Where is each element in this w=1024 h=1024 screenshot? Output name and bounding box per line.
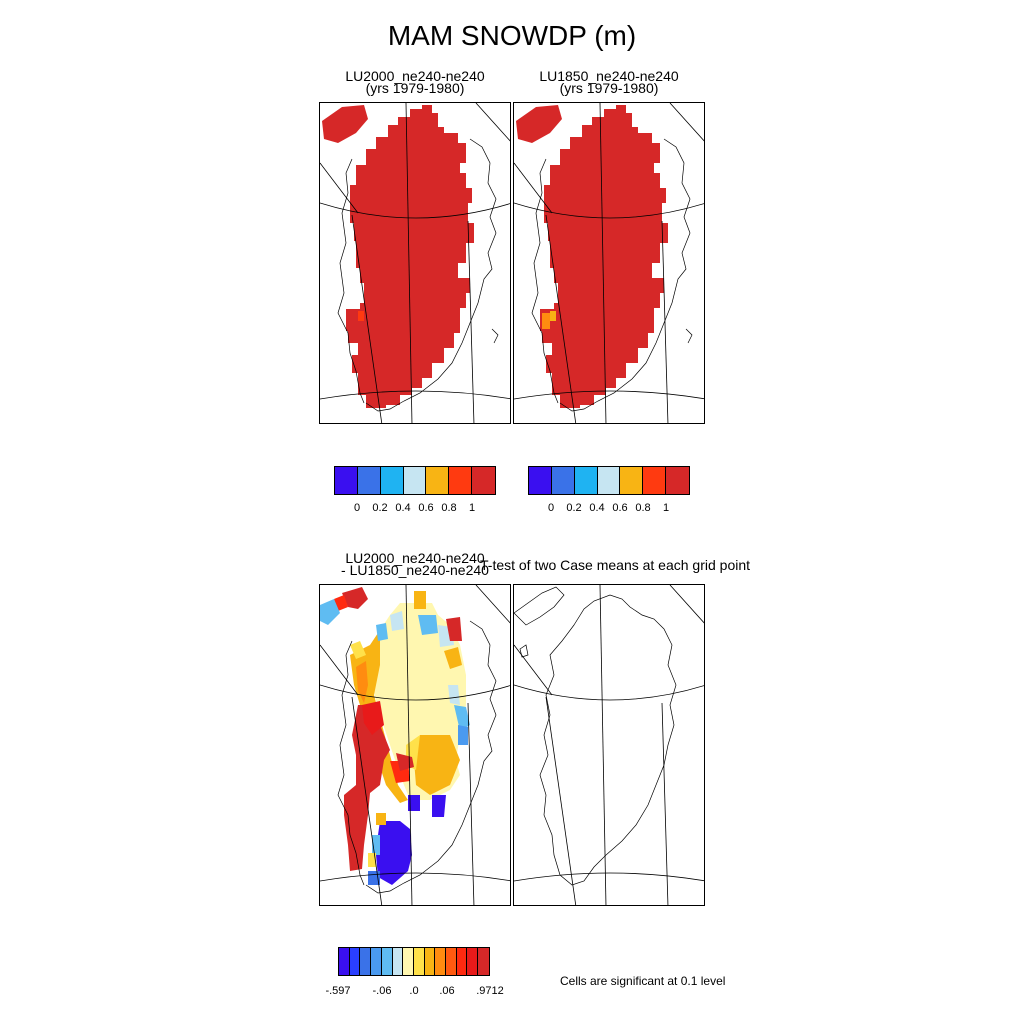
panel1-title-line1: LU2000_ne240-ne240 [345, 68, 485, 84]
colorbar-label: 0.6 [418, 502, 434, 514]
colorbar-label: 1 [662, 502, 670, 514]
colorbar-label: .06 [439, 985, 455, 997]
significance-note: Cells are significant at 0.1 level [560, 974, 726, 988]
panel2-title-line2: (yrs 1979-1980) [559, 80, 659, 96]
panel4-title: T-test of two Case means at each grid po… [480, 557, 751, 573]
colorbar-lu1850 [528, 466, 690, 495]
colorbar-label: -.06 [372, 985, 392, 997]
graticule [514, 585, 704, 905]
colorbar-box [472, 467, 495, 494]
melt-patch [550, 311, 556, 321]
colorbar-box [426, 467, 450, 494]
colorbar-box [456, 948, 468, 975]
colorbar-label: .9712 [476, 985, 504, 997]
graticule [320, 103, 510, 423]
snow-depth-field [322, 105, 474, 408]
colorbar-label: 0.2 [566, 502, 582, 514]
melt-patch [542, 313, 550, 329]
panel3-title-line1: LU2000_ne240-ne240 [345, 550, 485, 566]
colorbar-box [574, 467, 598, 494]
colorbar-label: 0.8 [635, 502, 651, 514]
colorbar-difference [338, 947, 490, 976]
colorbar-box [478, 948, 489, 975]
colorbar-box [467, 948, 479, 975]
colorbar-box [643, 467, 667, 494]
map-panel-ttest [513, 584, 705, 906]
colorbar-box [381, 948, 393, 975]
colorbar-label: 0.4 [589, 502, 605, 514]
colorbar-label: 1 [468, 502, 476, 514]
coastline [337, 138, 499, 412]
colorbar-box [357, 467, 381, 494]
colorbar-label: 0 [353, 502, 361, 514]
colorbar-label: 0.8 [441, 502, 457, 514]
graticule [320, 585, 510, 905]
panel3-title-line2: - LU1850_ne240-ne240 [341, 562, 489, 578]
snow-depth-field [516, 105, 668, 408]
colorbar-box [551, 467, 575, 494]
colorbar-box [360, 948, 372, 975]
colorbar-box [335, 467, 358, 494]
colorbar-label: 0.4 [395, 502, 411, 514]
difference-field [320, 587, 470, 885]
colorbar-label: 0.2 [372, 502, 388, 514]
panel2-title-line1: LU1850_ne240-ne240 [539, 68, 679, 84]
colorbar-box [449, 467, 473, 494]
map-panel-difference [319, 584, 511, 906]
coastline [337, 620, 497, 894]
colorbar-box [435, 948, 447, 975]
colorbar-label: -.597 [325, 985, 351, 997]
colorbar-box [666, 467, 689, 494]
coastline [514, 586, 677, 886]
colorbar-box [403, 467, 427, 494]
colorbar-box [446, 948, 457, 975]
graticule [514, 103, 704, 423]
main-title: MAM SNOWDP (m) [387, 20, 637, 51]
map-panel-lu1850 [513, 102, 705, 424]
map-panel-lu2000 [319, 102, 511, 424]
panel1-title-line2: (yrs 1979-1980) [365, 80, 465, 96]
colorbar-box [380, 467, 404, 494]
colorbar-lu2000 [334, 466, 496, 495]
colorbar-box [392, 948, 404, 975]
panel1-title: LU2000_ne240-ne240 (yrs 1979-1980) [319, 68, 511, 96]
colorbar-box [529, 467, 552, 494]
colorbar-box [403, 948, 414, 975]
colorbar-box [424, 948, 436, 975]
colorbar-box [413, 948, 425, 975]
colorbar-box [349, 948, 361, 975]
colorbar-label: 0 [547, 502, 555, 514]
panel3-title: LU2000_ne240-ne240 - LU1850_ne240-ne240 [319, 550, 511, 578]
colorbar-box [339, 948, 350, 975]
coastline [531, 138, 693, 412]
colorbar-box [620, 467, 644, 494]
panel2-title: LU1850_ne240-ne240 (yrs 1979-1980) [513, 68, 705, 96]
colorbar-label: .0 [409, 985, 419, 997]
colorbar-box [597, 467, 621, 494]
colorbar-box [371, 948, 382, 975]
melt-patch [358, 311, 364, 321]
colorbar-label: 0.6 [612, 502, 628, 514]
